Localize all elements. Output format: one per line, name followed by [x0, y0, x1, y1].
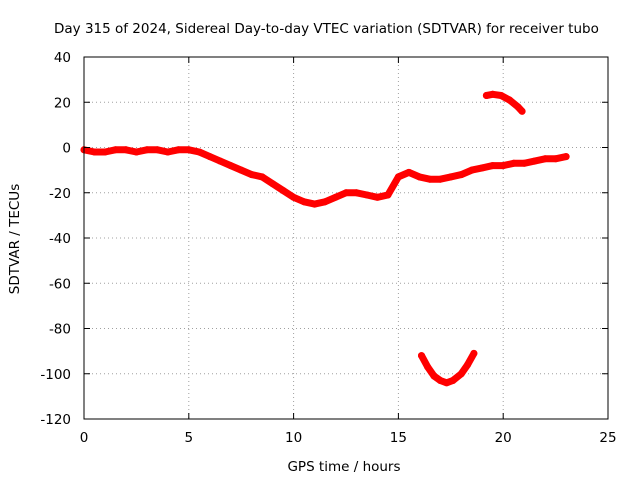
data-point [321, 198, 329, 206]
data-point [122, 146, 130, 154]
data-point [300, 198, 308, 206]
x-tick-label: 0 [80, 430, 89, 446]
data-point [464, 361, 472, 369]
data-point [426, 175, 434, 183]
data-point [248, 171, 256, 179]
data-point [457, 171, 465, 179]
data-point [91, 148, 98, 156]
data-point [497, 92, 505, 99]
data-point [447, 173, 455, 181]
data-point [101, 148, 109, 156]
data-point [363, 191, 371, 199]
data-point [506, 96, 513, 104]
data-point [258, 173, 266, 181]
y-tick-label: 0 [62, 141, 71, 157]
x-tick-label: 20 [495, 430, 512, 446]
y-tick-label: -40 [49, 231, 71, 247]
data-point [424, 363, 432, 371]
data-point [430, 372, 438, 380]
data-point [174, 146, 182, 154]
data-point [552, 155, 560, 163]
data-point [111, 146, 119, 154]
y-tick-label: 40 [54, 50, 71, 66]
data-point [185, 146, 193, 154]
data-layer [80, 90, 570, 387]
x-tick-label: 5 [185, 430, 194, 446]
data-point [443, 379, 451, 387]
data-point [531, 157, 539, 165]
chart-title: Day 315 of 2024, Sidereal Day-to-day VTE… [54, 21, 599, 37]
data-point [269, 180, 277, 188]
data-point [436, 377, 444, 384]
y-tick-label: -20 [49, 186, 71, 202]
data-point [510, 159, 518, 167]
x-axis-label: GPS time / hours [287, 459, 400, 475]
data-point [311, 200, 319, 208]
data-point [143, 146, 151, 154]
data-point [415, 173, 423, 181]
data-point [468, 166, 476, 174]
data-point [514, 103, 522, 111]
data-point [164, 148, 172, 156]
data-point [227, 162, 235, 170]
y-tick-label: -60 [49, 276, 71, 292]
data-point [195, 148, 203, 156]
data-point [373, 193, 381, 201]
data-point [478, 164, 486, 172]
y-tick-label: 20 [54, 95, 71, 111]
data-point [332, 193, 339, 201]
data-point [290, 193, 298, 201]
data-point [541, 155, 549, 163]
data-point [237, 166, 245, 174]
data-point [279, 187, 287, 194]
data-point [449, 377, 457, 384]
data-point [206, 153, 214, 161]
y-tick-label: -100 [40, 367, 71, 383]
y-tick-label: -80 [49, 322, 71, 338]
data-point [216, 157, 224, 165]
data-point [457, 370, 465, 378]
data-point [418, 352, 425, 360]
x-tick-label: 25 [599, 430, 616, 446]
data-point [342, 189, 350, 197]
data-point [470, 349, 478, 357]
data-point [405, 168, 413, 176]
data-point [562, 153, 570, 161]
data-point [384, 191, 392, 199]
data-point [353, 189, 360, 197]
x-tick-label: 10 [285, 430, 302, 446]
grid-layer [84, 57, 608, 419]
data-point [132, 148, 140, 156]
x-tick-label: 15 [390, 430, 407, 446]
data-point [153, 146, 161, 154]
axis-layer: 0 5 10 15 20 25 -120 -100 -80 -60 -40 -20 0 20 40 [40, 50, 616, 446]
data-point [489, 90, 497, 98]
data-point [520, 159, 528, 167]
y-axis-label: SDTVAR / TECUs [7, 184, 23, 294]
data-point [394, 173, 402, 181]
data-point [482, 92, 490, 99]
data-point [436, 175, 444, 183]
data-point [518, 107, 526, 115]
data-point [499, 162, 507, 170]
data-point [489, 162, 497, 170]
y-tick-label: -120 [40, 412, 71, 428]
